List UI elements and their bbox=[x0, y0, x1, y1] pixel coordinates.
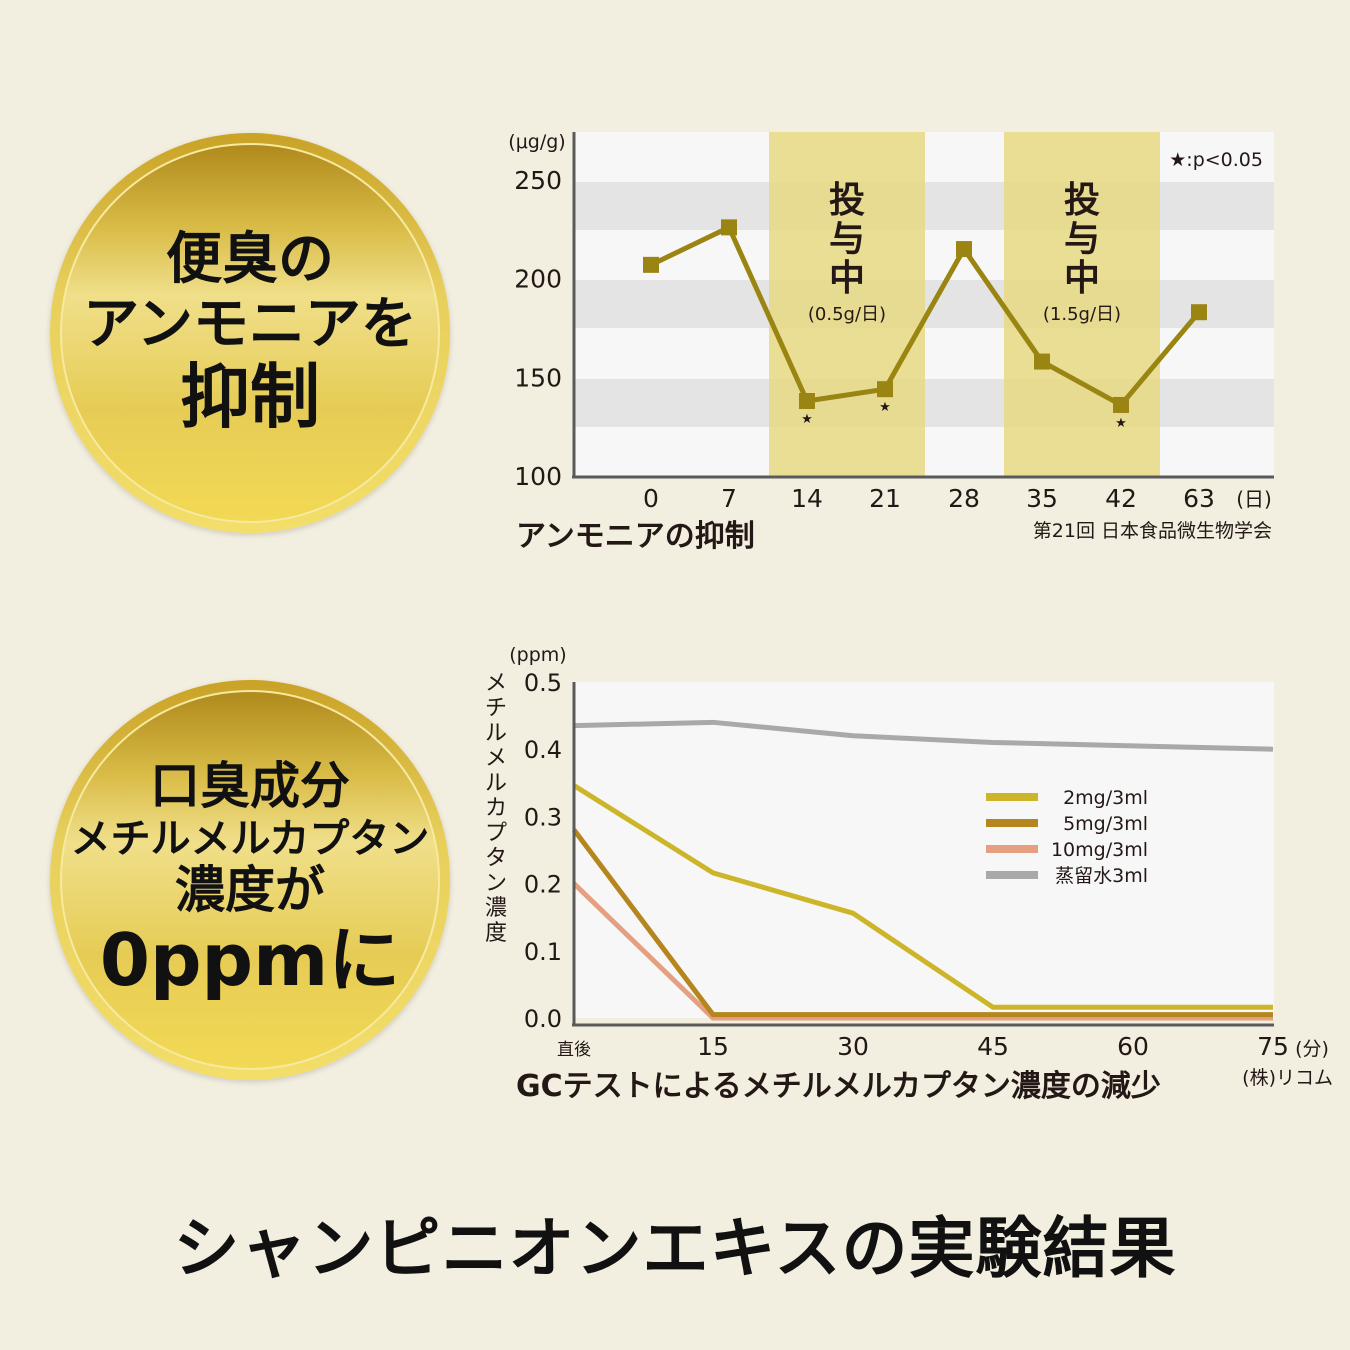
series-line bbox=[572, 828, 1273, 1018]
medal-line: アンモニアを bbox=[83, 291, 417, 357]
star-icon: ★ bbox=[879, 400, 891, 415]
y-label-char: カ bbox=[485, 796, 507, 821]
band-label: 与 bbox=[1064, 219, 1100, 260]
y-tick: 0.3 bbox=[524, 803, 562, 831]
legend-label: 蒸留水3ml bbox=[1055, 865, 1148, 887]
chart-source: (株)リコム bbox=[1242, 1067, 1333, 1089]
x-tick: 75 bbox=[1257, 1032, 1289, 1061]
x-tick: 30 bbox=[837, 1032, 869, 1061]
y-label-char: メ bbox=[485, 746, 507, 771]
y-label-char: ル bbox=[485, 771, 507, 796]
legend-swatch bbox=[986, 793, 1038, 801]
data-point-marker bbox=[1113, 396, 1129, 413]
y-tick: 250 bbox=[514, 166, 562, 195]
significance-note: ★:p<0.05 bbox=[1169, 149, 1263, 171]
y-tick: 0.1 bbox=[524, 938, 562, 966]
data-point-marker bbox=[877, 381, 893, 398]
y-label-char: 度 bbox=[485, 921, 507, 946]
x-tick: 63 bbox=[1183, 484, 1215, 513]
y-tick: 0.4 bbox=[524, 736, 562, 764]
band-label: 投 bbox=[1064, 180, 1100, 221]
x-tick: 15 bbox=[697, 1032, 729, 1061]
medal-ammonia-face: 便臭の アンモニアを 抑制 bbox=[60, 143, 440, 523]
x-tick: 0 bbox=[643, 484, 659, 513]
y-label-char: ン bbox=[485, 871, 507, 896]
legend-label: 5mg/3ml bbox=[1063, 813, 1148, 835]
band-label: 中 bbox=[829, 258, 865, 299]
page-title: シャンピニオンエキスの実験結果 bbox=[173, 1210, 1177, 1287]
y-tick: 100 bbox=[514, 462, 562, 491]
band-sublabel: (0.5g/日) bbox=[808, 304, 886, 325]
x-unit-label: (分) bbox=[1295, 1038, 1329, 1060]
y-unit-label: (μg/g) bbox=[508, 131, 565, 153]
series-line bbox=[572, 783, 1273, 1010]
y-unit-label: (ppm) bbox=[509, 644, 566, 666]
medal-mercaptan: 口臭成分 メチルメルカプタン 濃度が 0ppmに bbox=[50, 680, 450, 1080]
series-line bbox=[573, 719, 1274, 752]
x-unit-label: (日) bbox=[1236, 487, 1272, 511]
y-label-char: 濃 bbox=[485, 896, 507, 921]
y-tick: 0.5 bbox=[524, 669, 562, 697]
y-tick: 0.0 bbox=[524, 1005, 562, 1033]
legend-label: 10mg/3ml bbox=[1051, 839, 1148, 861]
chart-title: アンモニアの抑制 bbox=[516, 519, 755, 554]
star-icon: ★ bbox=[1115, 416, 1127, 431]
x-tick: 7 bbox=[721, 484, 737, 513]
star-icon: ★ bbox=[801, 412, 813, 427]
y-label-char: チ bbox=[485, 696, 507, 721]
chart-title: GCテストによるメチルメルカプタン濃度の減少 bbox=[516, 1069, 1161, 1104]
series-line bbox=[649, 223, 1201, 409]
medal-mercaptan-face: 口臭成分 メチルメルカプタン 濃度が 0ppmに bbox=[60, 690, 440, 1070]
data-point-marker bbox=[799, 393, 815, 410]
band-label: 与 bbox=[829, 219, 865, 260]
x-tick: 21 bbox=[869, 484, 901, 513]
medal-line: 口臭成分 bbox=[150, 757, 350, 816]
data-point-marker bbox=[1034, 353, 1050, 370]
x-tick: 14 bbox=[791, 484, 823, 513]
data-point-marker bbox=[721, 219, 737, 236]
x-tick: 45 bbox=[977, 1032, 1009, 1061]
dosing-band-1 bbox=[769, 132, 925, 476]
y-axis-label: メチルメルカプタン濃度 bbox=[485, 671, 507, 946]
x-tick: 28 bbox=[948, 484, 980, 513]
legend-swatch bbox=[986, 819, 1038, 827]
data-point-marker bbox=[1191, 304, 1207, 321]
x-tick: 直後 bbox=[557, 1040, 591, 1060]
data-point-marker bbox=[956, 241, 972, 258]
medal-line: 0ppmに bbox=[99, 918, 401, 1003]
y-label-char: タ bbox=[485, 846, 507, 871]
band-label: 投 bbox=[829, 180, 865, 221]
band-sublabel: (1.5g/日) bbox=[1043, 304, 1121, 325]
medal-line: 濃度が bbox=[175, 860, 325, 919]
y-label-char: プ bbox=[485, 821, 507, 846]
x-tick: 42 bbox=[1105, 484, 1137, 513]
dosing-band-2 bbox=[1004, 132, 1160, 476]
y-tick: 0.2 bbox=[524, 871, 562, 899]
chart-source: 第21回 日本食品微生物学会 bbox=[1033, 520, 1272, 542]
series-line bbox=[572, 881, 1273, 1021]
medal-line: メチルメルカプタン bbox=[70, 815, 430, 862]
x-tick: 60 bbox=[1117, 1032, 1149, 1061]
medal-line: 抑制 bbox=[180, 356, 320, 439]
legend-label: 2mg/3ml bbox=[1063, 787, 1148, 809]
mercaptan-chart: 0.0 0.1 0.2 0.3 0.4 0.5 直後 15 30 45 60 75 2mg/3ml 5… bbox=[485, 644, 1333, 1104]
band-label: 中 bbox=[1064, 258, 1100, 299]
y-label-char: ル bbox=[485, 721, 507, 746]
y-label-char: メ bbox=[485, 671, 507, 696]
x-tick: 35 bbox=[1026, 484, 1058, 513]
y-tick: 200 bbox=[514, 265, 562, 294]
legend-swatch bbox=[986, 845, 1038, 853]
medal-line: 便臭の bbox=[166, 227, 334, 293]
data-point-marker bbox=[643, 256, 659, 273]
medal-ammonia: 便臭の アンモニアを 抑制 bbox=[50, 133, 450, 533]
y-tick: 150 bbox=[514, 363, 562, 392]
legend-swatch bbox=[986, 871, 1038, 879]
